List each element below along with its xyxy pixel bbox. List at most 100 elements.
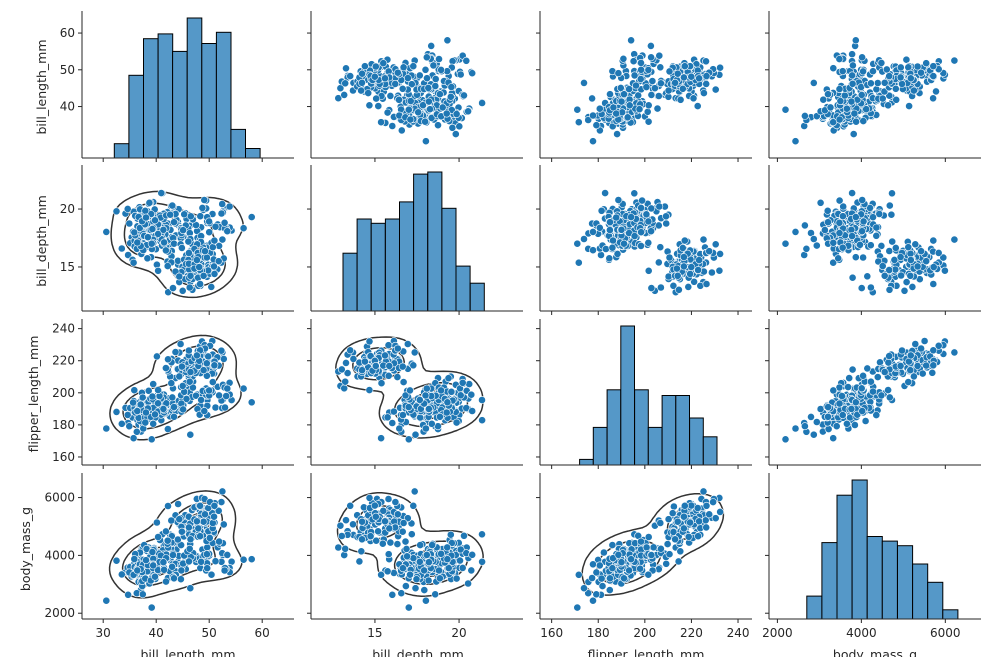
- scatter-point: [884, 101, 892, 110]
- scatter-point: [404, 603, 413, 612]
- scatter-point: [848, 50, 856, 59]
- scatter-point: [589, 137, 597, 146]
- scatter-point: [162, 577, 170, 586]
- scatter-point: [170, 218, 178, 227]
- scatter-point: [186, 271, 195, 280]
- scatter-point: [906, 366, 915, 375]
- scatter-point: [247, 555, 256, 564]
- scatter-point: [377, 118, 385, 127]
- scatter-point: [823, 206, 832, 215]
- scatter-point: [655, 51, 664, 60]
- scatter-point: [443, 398, 452, 407]
- scatter-point: [211, 403, 220, 412]
- scatter-point: [210, 262, 218, 271]
- x-tick-label: 4000: [846, 626, 877, 640]
- scatter-point: [648, 77, 657, 85]
- scatter-point: [896, 63, 905, 72]
- scatter-point: [397, 126, 406, 135]
- scatter-point: [202, 550, 211, 559]
- scatter-point: [217, 498, 226, 506]
- scatter-point: [620, 239, 628, 248]
- hist-bar: [647, 426, 663, 466]
- scatter-point: [147, 603, 156, 612]
- scatter-point: [422, 384, 431, 393]
- scatter-point: [878, 94, 887, 103]
- scatter-point: [601, 189, 609, 197]
- scatter-point: [204, 352, 213, 361]
- scatter-point: [910, 86, 918, 95]
- hist-bar: [620, 325, 635, 466]
- scatter-point: [694, 532, 702, 541]
- scatter-point: [866, 241, 875, 250]
- scatter-point: [346, 501, 355, 510]
- scatter-point: [918, 369, 927, 378]
- scatter-point: [884, 386, 892, 394]
- scatter-point: [678, 243, 687, 252]
- scatter-point: [340, 384, 349, 393]
- scatter-point: [341, 544, 350, 553]
- scatter-point: [192, 517, 201, 526]
- scatter-point: [378, 539, 387, 548]
- scatter-point: [616, 84, 625, 92]
- scatter-point: [147, 435, 156, 444]
- scatter-point: [898, 346, 906, 355]
- scatter-point: [452, 574, 461, 583]
- scatter-point: [647, 227, 655, 236]
- scatter-point: [112, 207, 121, 216]
- scatter-point: [680, 512, 688, 521]
- scatter-point: [447, 387, 456, 396]
- hist-bar: [143, 38, 159, 159]
- scatter-point: [791, 137, 800, 146]
- scatter-point: [364, 89, 373, 97]
- scatter-point: [637, 241, 645, 250]
- scatter-point: [635, 105, 644, 114]
- scatter-point: [856, 240, 864, 249]
- scatter-point: [906, 351, 915, 360]
- scatter-point: [247, 213, 256, 221]
- scatter-point: [671, 535, 679, 544]
- scatter-point: [381, 351, 389, 360]
- hist-bar: [230, 128, 246, 159]
- scatter-point: [148, 548, 157, 556]
- scatter-point: [211, 222, 220, 231]
- scatter-point: [458, 378, 467, 387]
- scatter-point: [887, 210, 896, 219]
- scatter-point: [133, 566, 142, 575]
- scatter-point: [906, 256, 915, 264]
- scatter-point: [702, 80, 711, 88]
- scatter-point: [404, 435, 413, 444]
- scatter-point: [443, 555, 452, 564]
- scatter-point: [644, 66, 653, 74]
- scatter-point: [427, 42, 436, 50]
- hist-bar: [942, 609, 959, 620]
- scatter-point: [374, 102, 383, 110]
- scatter-point: [642, 83, 651, 91]
- scatter-point: [896, 253, 905, 261]
- scatter-point: [829, 386, 838, 395]
- scatter-point: [657, 283, 665, 292]
- scatter-point: [649, 543, 658, 552]
- scatter-point: [676, 547, 685, 556]
- hist-bar: [157, 33, 174, 159]
- scatter-point: [143, 254, 152, 263]
- scatter-point: [192, 351, 201, 360]
- scatter-point: [385, 361, 394, 370]
- scatter-point: [801, 112, 809, 120]
- scatter-point: [838, 243, 847, 252]
- scatter-point: [406, 115, 415, 124]
- scatter-point: [446, 530, 455, 539]
- scatter-point: [175, 272, 184, 281]
- scatter-point: [460, 531, 468, 540]
- scatter-point: [102, 596, 111, 605]
- scatter-point: [164, 355, 172, 364]
- scatter-point: [847, 404, 856, 413]
- scatter-point: [163, 262, 172, 270]
- scatter-point: [862, 105, 871, 114]
- scatter-point: [385, 524, 394, 533]
- scatter-point: [629, 57, 638, 66]
- scatter-point: [186, 584, 195, 593]
- scatter-point: [824, 425, 833, 433]
- hist-bar: [927, 581, 944, 620]
- hist-bar: [806, 595, 823, 620]
- scatter-point: [142, 556, 150, 565]
